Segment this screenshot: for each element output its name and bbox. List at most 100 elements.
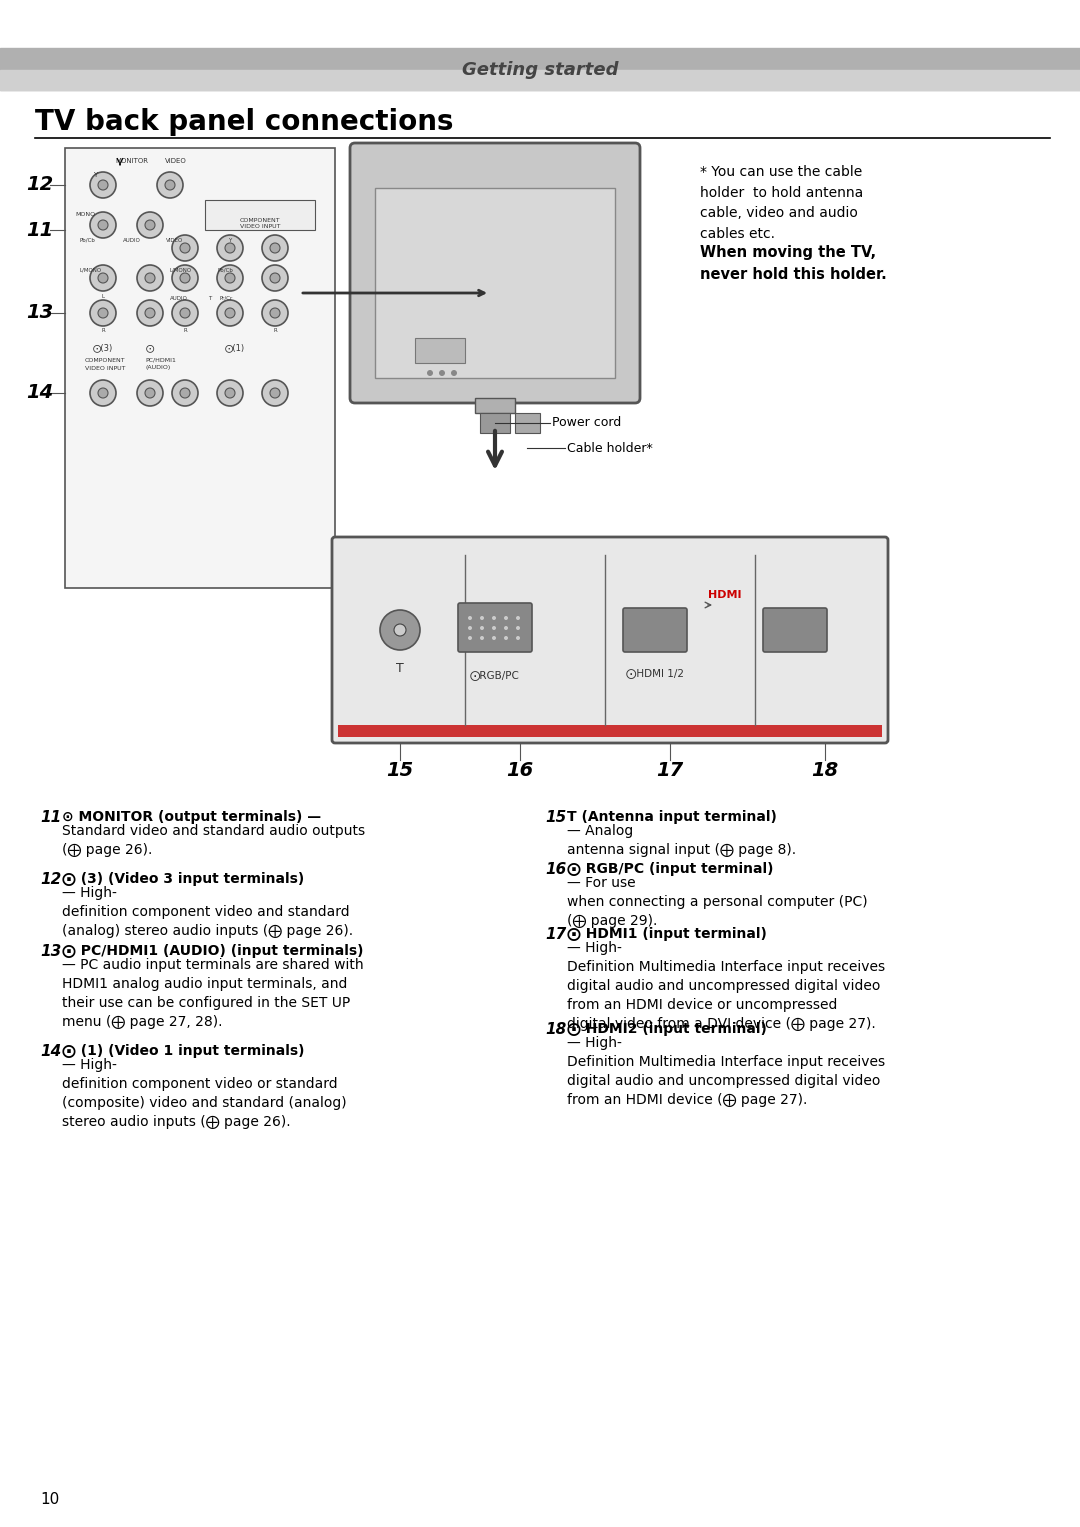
Text: 16: 16 — [507, 760, 534, 779]
Circle shape — [492, 626, 496, 631]
Circle shape — [492, 615, 496, 620]
Text: VIDEO INPUT: VIDEO INPUT — [85, 365, 125, 371]
Circle shape — [145, 220, 156, 231]
Circle shape — [145, 308, 156, 318]
Bar — [475, 399, 515, 412]
Text: COMPONENT
VIDEO INPUT: COMPONENT VIDEO INPUT — [240, 218, 281, 229]
Circle shape — [270, 243, 280, 253]
FancyBboxPatch shape — [458, 603, 532, 652]
Circle shape — [172, 235, 198, 261]
Text: Y: Y — [228, 238, 231, 243]
Circle shape — [468, 626, 472, 631]
Circle shape — [262, 299, 288, 325]
Text: 11: 11 — [26, 220, 54, 240]
Circle shape — [98, 388, 108, 399]
Circle shape — [90, 299, 116, 325]
Text: ⊙ MONITOR (output terminals) —: ⊙ MONITOR (output terminals) — — [62, 809, 321, 825]
Text: — For use
when connecting a personal computer (PC)
(⨁ page 29).: — For use when connecting a personal com… — [567, 876, 867, 928]
Text: Y: Y — [93, 173, 97, 179]
Text: TV back view: TV back view — [360, 148, 483, 166]
Text: * You can use the cable
holder  to hold antenna
cable, video and audio
cables et: * You can use the cable holder to hold a… — [700, 165, 863, 241]
Text: Pb/Cb: Pb/Cb — [217, 267, 233, 272]
Bar — [205, 200, 315, 231]
Text: ⨀(1): ⨀(1) — [225, 344, 245, 353]
Text: ⨀: ⨀ — [146, 344, 154, 353]
Circle shape — [98, 180, 108, 189]
Circle shape — [427, 370, 433, 376]
Circle shape — [217, 266, 243, 292]
Circle shape — [172, 299, 198, 325]
Circle shape — [180, 388, 190, 399]
Bar — [0, 70, 1080, 90]
Text: 16: 16 — [545, 863, 566, 876]
Bar — [415, 337, 465, 363]
Circle shape — [270, 273, 280, 282]
Text: When moving the TV,
never hold this holder.: When moving the TV, never hold this hold… — [700, 244, 887, 282]
Text: MONO: MONO — [75, 212, 95, 217]
Text: ⨀ RGB/PC (input terminal): ⨀ RGB/PC (input terminal) — [567, 863, 773, 876]
Circle shape — [262, 380, 288, 406]
Text: ⨀HDMI 1/2: ⨀HDMI 1/2 — [626, 667, 684, 678]
Circle shape — [480, 615, 484, 620]
Circle shape — [438, 370, 445, 376]
Circle shape — [270, 308, 280, 318]
Text: 14: 14 — [26, 383, 54, 403]
Text: T (Antenna input terminal): T (Antenna input terminal) — [567, 809, 777, 825]
Circle shape — [137, 299, 163, 325]
Circle shape — [180, 308, 190, 318]
FancyBboxPatch shape — [623, 608, 687, 652]
Circle shape — [225, 308, 235, 318]
Text: VIDEO: VIDEO — [165, 157, 187, 163]
Text: — PC audio input terminals are shared with
HDMI1 analog audio input terminals, a: — PC audio input terminals are shared wi… — [62, 957, 364, 1029]
Text: ⨀ (3) (Video 3 input terminals): ⨀ (3) (Video 3 input terminals) — [62, 872, 305, 886]
Text: MONITOR: MONITOR — [114, 157, 148, 163]
Circle shape — [516, 626, 519, 631]
Circle shape — [172, 380, 198, 406]
Text: Pr/Cr: Pr/Cr — [220, 296, 233, 301]
Text: COMPONENT: COMPONENT — [85, 357, 125, 362]
Text: TV back panel connections: TV back panel connections — [35, 108, 454, 136]
Circle shape — [262, 235, 288, 261]
Text: 10: 10 — [40, 1492, 59, 1507]
Text: ⨀ HDMI2 (input terminal): ⨀ HDMI2 (input terminal) — [567, 1022, 767, 1035]
Circle shape — [468, 615, 472, 620]
Text: R: R — [273, 327, 276, 333]
Text: L: L — [102, 293, 105, 298]
Circle shape — [180, 243, 190, 253]
Bar — [65, 148, 335, 588]
Text: 12: 12 — [40, 872, 62, 887]
Circle shape — [180, 273, 190, 282]
Circle shape — [137, 380, 163, 406]
Circle shape — [480, 637, 484, 640]
Circle shape — [380, 609, 420, 651]
Text: T: T — [208, 296, 212, 301]
Text: 18: 18 — [811, 760, 839, 779]
Circle shape — [145, 388, 156, 399]
Text: 17: 17 — [657, 760, 684, 779]
Circle shape — [137, 266, 163, 292]
Text: R: R — [102, 327, 105, 333]
Circle shape — [504, 615, 508, 620]
Text: 11: 11 — [40, 809, 62, 825]
Text: R: R — [184, 327, 187, 333]
Circle shape — [516, 637, 519, 640]
Circle shape — [480, 626, 484, 631]
Circle shape — [468, 637, 472, 640]
Text: VIDEO: VIDEO — [166, 238, 184, 243]
Circle shape — [98, 220, 108, 231]
Text: 12: 12 — [26, 176, 54, 194]
Circle shape — [504, 626, 508, 631]
Circle shape — [394, 625, 406, 637]
Text: Power cord: Power cord — [552, 417, 621, 429]
Text: ⨀ PC/HDMI1 (AUDIO) (input terminals): ⨀ PC/HDMI1 (AUDIO) (input terminals) — [62, 944, 364, 957]
Bar — [338, 725, 882, 738]
Text: Getting started: Getting started — [462, 61, 618, 79]
Circle shape — [262, 266, 288, 292]
Text: 13: 13 — [26, 304, 54, 322]
Text: Pb/Cb: Pb/Cb — [80, 238, 96, 243]
Text: Cable holder*: Cable holder* — [567, 441, 652, 455]
Circle shape — [217, 380, 243, 406]
Text: L/MONO: L/MONO — [80, 267, 103, 272]
Text: 15: 15 — [387, 760, 414, 779]
Circle shape — [217, 235, 243, 261]
